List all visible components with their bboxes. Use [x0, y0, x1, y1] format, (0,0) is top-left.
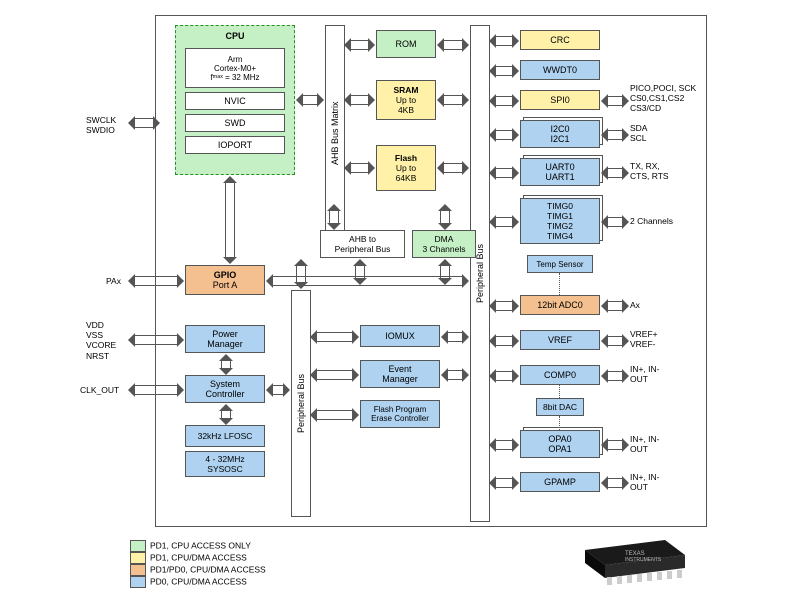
- arrow: [444, 40, 462, 50]
- temp-sensor: Temp Sensor: [527, 255, 593, 273]
- arrow: [221, 411, 231, 418]
- swd: SWD: [185, 114, 285, 132]
- power-manager: Power Manager: [185, 325, 265, 353]
- arrow: [496, 301, 512, 311]
- cpu-title: CPU: [225, 31, 244, 41]
- ioport: IOPORT: [185, 136, 285, 154]
- arrow: [496, 168, 512, 178]
- ahb-to-pb: AHB to Peripheral Bus: [320, 230, 405, 258]
- svg-text:INSTRUMENTS: INSTRUMENTS: [625, 557, 662, 563]
- arrow: [496, 371, 512, 381]
- iomux: IOMUX: [360, 325, 440, 347]
- arrow: [303, 95, 317, 105]
- label-ax: Ax: [630, 300, 640, 310]
- arrow: [221, 361, 231, 368]
- arrow: [608, 440, 622, 450]
- arrow: [496, 66, 512, 76]
- arrow: [440, 211, 450, 223]
- arrow: [351, 40, 368, 50]
- arrow: [448, 332, 462, 342]
- arrow: [317, 332, 352, 342]
- lfosc: 32kHz LFOSC: [185, 425, 265, 447]
- arrow: [608, 371, 622, 381]
- gpio: GPIO Port A: [185, 265, 265, 295]
- arrow: [351, 163, 368, 173]
- arrow: [496, 36, 512, 46]
- arrow: [317, 370, 352, 380]
- chip-icon: TEXAS INSTRUMENTS: [565, 525, 695, 595]
- wwdt: WWDT0: [520, 60, 600, 80]
- arrow: [135, 118, 153, 128]
- arrow: [273, 385, 283, 395]
- gpamp: GPAMP: [520, 472, 600, 492]
- flash: Flash Up to 64KB: [376, 145, 436, 191]
- label-in1: IN+, IN- OUT: [630, 364, 660, 384]
- label-vref: VREF+ VREF-: [630, 329, 658, 349]
- arm-core: Arm Cortex-M0+ fᵐᵃˣ = 32 MHz: [185, 48, 285, 88]
- sysosc: 4 - 32MHz SYSOSC: [185, 451, 265, 477]
- label-pico: PICO,POCI, SCK CS0,CS1,CS2 CS3/CD: [630, 83, 696, 114]
- arrow: [496, 478, 512, 488]
- arrow: [135, 335, 177, 345]
- adc: 12bit ADC0: [520, 295, 600, 315]
- arrow: [135, 276, 177, 286]
- label-pax: PAx: [106, 276, 121, 286]
- arrow: [444, 163, 462, 173]
- label-in3: IN+, IN- OUT: [630, 472, 660, 492]
- dotted-dac-opa: [559, 416, 560, 430]
- nvic: NVIC: [185, 92, 285, 110]
- arrow: [496, 96, 512, 106]
- dotted-temp-adc: [559, 273, 560, 295]
- legend: PD1, CPU ACCESS ONLY PD1, CPU/DMA ACCESS…: [130, 540, 266, 589]
- arrow: [225, 183, 235, 257]
- arrow: [608, 478, 622, 488]
- sram: SRAM Up to 4KB: [376, 80, 436, 120]
- arrow: [496, 440, 512, 450]
- uart: UART0 UART1: [520, 158, 600, 186]
- arrow: [496, 130, 512, 140]
- arrow: [608, 217, 622, 227]
- arrow: [608, 96, 622, 106]
- arrow: [444, 95, 462, 105]
- dac: 8bit DAC: [536, 398, 584, 416]
- arrow: [329, 211, 339, 223]
- comp: COMP0: [520, 365, 600, 385]
- dotted-comp-dac: [559, 385, 560, 398]
- arrow: [608, 336, 622, 346]
- label-clkout: CLK_OUT: [80, 385, 119, 395]
- event-manager: Event Manager: [360, 360, 440, 388]
- dma: DMA 3 Channels: [412, 230, 476, 258]
- arrow: [496, 336, 512, 346]
- arrow: [608, 168, 622, 178]
- arrow: [296, 266, 306, 282]
- spi: SPI0: [520, 90, 600, 110]
- label-sda: SDA SCL: [630, 123, 647, 143]
- label-vdd: VDD VSS VCORE NRST: [86, 320, 116, 361]
- flash-erase: Flash Program Erase Controller: [360, 400, 440, 428]
- arrow: [448, 370, 462, 380]
- label-in2: IN+, IN- OUT: [630, 434, 660, 454]
- arrow: [608, 130, 622, 140]
- peripheral-bus-2: Peripheral Bus: [470, 25, 490, 522]
- arrow: [317, 410, 352, 420]
- arrow: [608, 301, 622, 311]
- peripheral-bus-1: Peripheral Bus: [291, 290, 311, 517]
- label-swclk: SWCLK SWDIO: [86, 115, 116, 135]
- label-channels: 2 Channels: [630, 216, 673, 226]
- label-txrx: TX, RX, CTS, RTS: [630, 161, 669, 181]
- opa: OPA0 OPA1: [520, 430, 600, 458]
- crc: CRC: [520, 30, 600, 50]
- vref: VREF: [520, 330, 600, 350]
- arrow: [135, 385, 177, 395]
- rom: ROM: [376, 30, 436, 58]
- arrow: [496, 217, 512, 227]
- i2c: I2C0 I2C1: [520, 120, 600, 148]
- arrow: [351, 95, 368, 105]
- timg: TIMG0 TIMG1 TIMG2 TIMG4: [520, 198, 600, 244]
- system-controller: System Controller: [185, 375, 265, 403]
